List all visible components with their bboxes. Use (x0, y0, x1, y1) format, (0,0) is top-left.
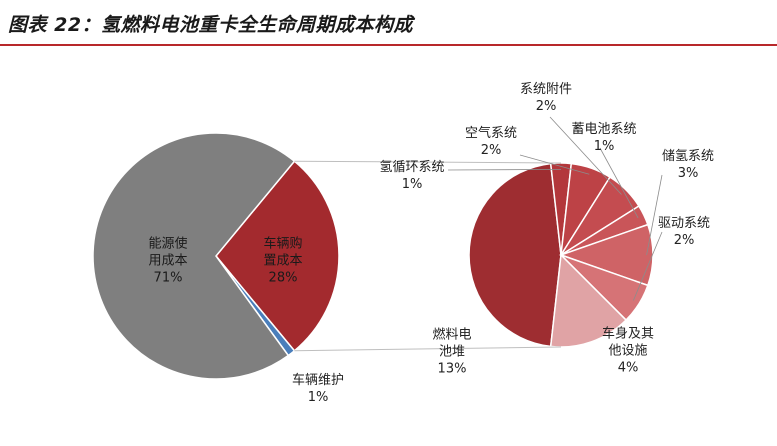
breakdown-slice-0 (468, 162, 562, 348)
label-breakdown-1-value: 1% (402, 177, 423, 192)
label-breakdown-5-text: 储氢系统 (662, 149, 714, 164)
breakdown-pie (468, 162, 654, 348)
label-breakdown-1: 氢循环系统 1% (379, 160, 444, 192)
label-breakdown-1-text: 氢循环系统 (379, 160, 444, 175)
report-header: 图表 22：氢燃料电池重卡全生命周期成本构成 (0, 0, 777, 46)
leader-line-4 (599, 147, 639, 219)
label-breakdown-7-value: 4% (618, 361, 639, 376)
label-breakdown-5-value: 3% (678, 166, 699, 181)
label-breakdown-6-value: 2% (674, 233, 695, 248)
chart-title: 图表 22：氢燃料电池重卡全生命周期成本构成 (8, 14, 414, 36)
title-rule (0, 44, 777, 46)
label-purchase-text: 车辆购 (263, 236, 302, 252)
label-energy-text: 能源使 (148, 236, 187, 252)
leader-line-1 (447, 168, 562, 171)
main-slice-1 (215, 160, 340, 352)
leader-line-5 (646, 174, 663, 256)
label-breakdown-3-text: 系统附件 (520, 82, 572, 97)
label-breakdown-6: 驱动系统 2% (658, 216, 710, 248)
label-breakdown-7-text: 他设施 (608, 344, 647, 359)
main-slice-0 (92, 132, 296, 380)
label-breakdown-2: 空气系统 2% (465, 125, 517, 158)
label-purchase-text: 置成本 (263, 254, 302, 269)
label-breakdown-4-text: 蓄电池系统 (571, 122, 636, 137)
label-breakdown-7-text: 车身及其 (602, 326, 654, 342)
label-breakdown-4: 蓄电池系统 1% (571, 122, 636, 154)
label-breakdown-4-value: 1% (594, 139, 615, 154)
connector-line-top (294, 160, 562, 164)
label-breakdown-0-value: 13% (438, 362, 467, 377)
connector-line-bottom (294, 346, 562, 352)
label-breakdown-0-text: 池堆 (439, 345, 465, 360)
main-pie (92, 132, 340, 380)
label-energy-value: 71% (154, 271, 183, 286)
label-maintenance: 车辆维护 1% (292, 372, 344, 405)
label-maintenance-text: 车辆维护 (292, 372, 344, 388)
label-energy-text: 用成本 (148, 254, 187, 269)
label-breakdown-0-text: 燃料电 (432, 327, 471, 343)
label-breakdown-3: 系统附件 2% (520, 82, 572, 114)
label-breakdown-3-value: 2% (536, 99, 557, 114)
label-breakdown-5: 储氢系统 3% (662, 149, 714, 181)
label-breakdown-2-text: 空气系统 (465, 125, 517, 141)
leader-line-3 (549, 116, 622, 195)
label-maintenance-value: 1% (308, 390, 329, 405)
label-purchase-value: 28% (269, 271, 298, 286)
leader-line-6 (633, 231, 663, 301)
label-breakdown-6-text: 驱动系统 (658, 216, 710, 231)
label-breakdown-2-value: 2% (481, 143, 502, 158)
leader-line-2 (519, 154, 590, 175)
